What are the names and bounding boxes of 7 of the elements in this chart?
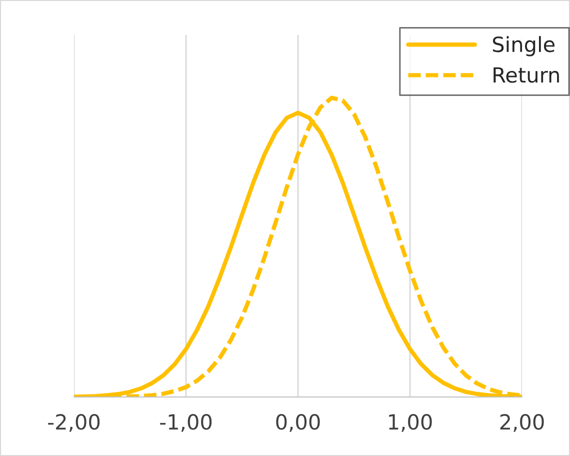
x-tick-label: 1,00 — [389, 414, 432, 432]
x-tick-label: 2,00 — [500, 414, 544, 432]
legend-label: Single — [492, 36, 555, 56]
x-tick-label: 0,00 — [276, 414, 320, 432]
legend-label: Return — [494, 67, 559, 83]
x-tick-label: -1,00 — [160, 414, 212, 432]
x-tick-label: -2,00 — [48, 414, 100, 432]
